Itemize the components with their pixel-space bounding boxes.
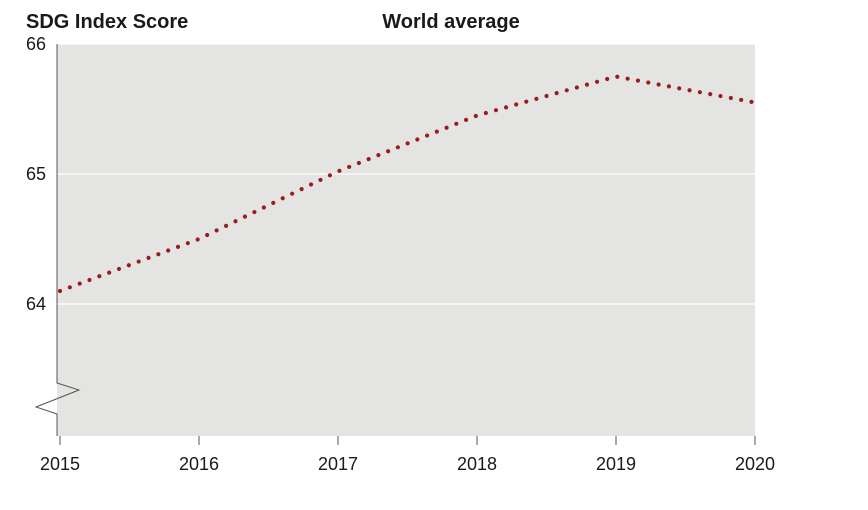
series-path (57, 74, 758, 294)
plot-background (57, 44, 755, 436)
grid-lines (57, 43, 755, 305)
y-tick-labels: 64 65 66 (26, 34, 46, 314)
series-line (57, 74, 758, 294)
x-tick-label: 2016 (179, 454, 219, 474)
x-ticks (59, 436, 756, 445)
x-tick-label: 2015 (40, 454, 80, 474)
x-tick-label: 2020 (735, 454, 775, 474)
y-tick-label: 64 (26, 294, 46, 314)
y-axis-with-break (34, 44, 81, 436)
y-tick-label: 66 (26, 34, 46, 54)
chart-title: World average (382, 11, 519, 33)
x-tick-labels: 2015 2016 2017 2018 2019 2020 (40, 454, 775, 474)
y-axis-title: SDG Index Score (26, 11, 188, 33)
y-tick-label: 65 (26, 164, 46, 184)
x-tick-label: 2019 (596, 454, 636, 474)
x-tick-label: 2018 (457, 454, 497, 474)
x-tick-label: 2017 (318, 454, 358, 474)
